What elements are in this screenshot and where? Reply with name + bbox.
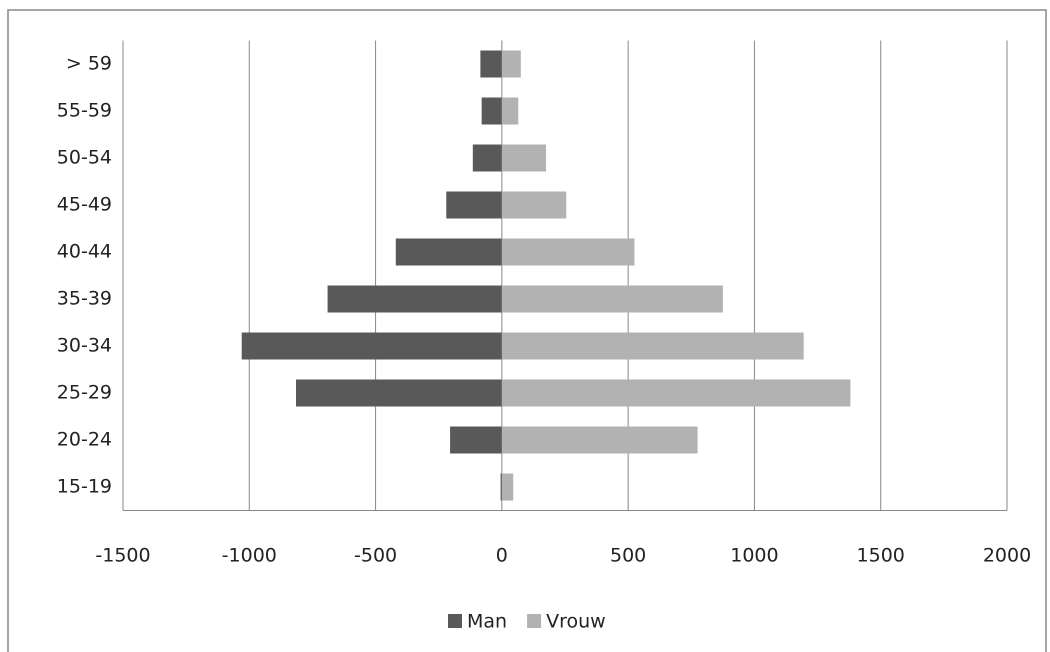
bar (501, 97, 519, 125)
bar (501, 144, 547, 172)
y-tick-label: 35-39 (57, 288, 112, 310)
bar (501, 426, 698, 454)
y-tick-label: 45-49 (57, 194, 112, 216)
x-tick-label: 1500 (857, 545, 905, 567)
y-tick-label: 25-29 (57, 382, 112, 404)
bar (327, 285, 502, 313)
y-tick-label: 20-24 (57, 429, 112, 451)
y-tick-label: > 59 (66, 53, 112, 75)
x-tick-label: -1500 (95, 545, 150, 567)
y-tick-label: 40-44 (57, 241, 112, 263)
bar (501, 379, 851, 407)
bar (241, 332, 502, 360)
x-tick-label: 1000 (730, 545, 778, 567)
x-tick-label: 2000 (983, 545, 1031, 567)
legend-label: Vrouw (546, 611, 606, 633)
y-tick-label: 55-59 (57, 100, 112, 122)
bar (296, 379, 502, 407)
bar (480, 50, 502, 78)
y-tick-label: 30-34 (57, 335, 112, 357)
bar (501, 473, 514, 501)
legend-swatch (527, 614, 542, 628)
bar (501, 285, 723, 313)
y-tick-label: 15-19 (57, 476, 112, 498)
bar (450, 426, 502, 454)
legend-label: Man (467, 611, 507, 633)
x-tick-label: 0 (496, 545, 508, 567)
bar (501, 191, 567, 219)
bar (501, 238, 635, 266)
bar (501, 332, 804, 360)
bar (472, 144, 502, 172)
bar (501, 50, 521, 78)
bar (395, 238, 502, 266)
x-tick-label: -500 (354, 545, 397, 567)
bar (446, 191, 502, 219)
bar (500, 473, 502, 501)
legend-swatch (448, 614, 462, 628)
x-tick-label: 500 (610, 545, 646, 567)
chart-frame (7, 9, 1047, 652)
y-tick-label: 50-54 (57, 147, 112, 169)
bar (481, 97, 502, 125)
x-tick-label: -1000 (222, 545, 277, 567)
